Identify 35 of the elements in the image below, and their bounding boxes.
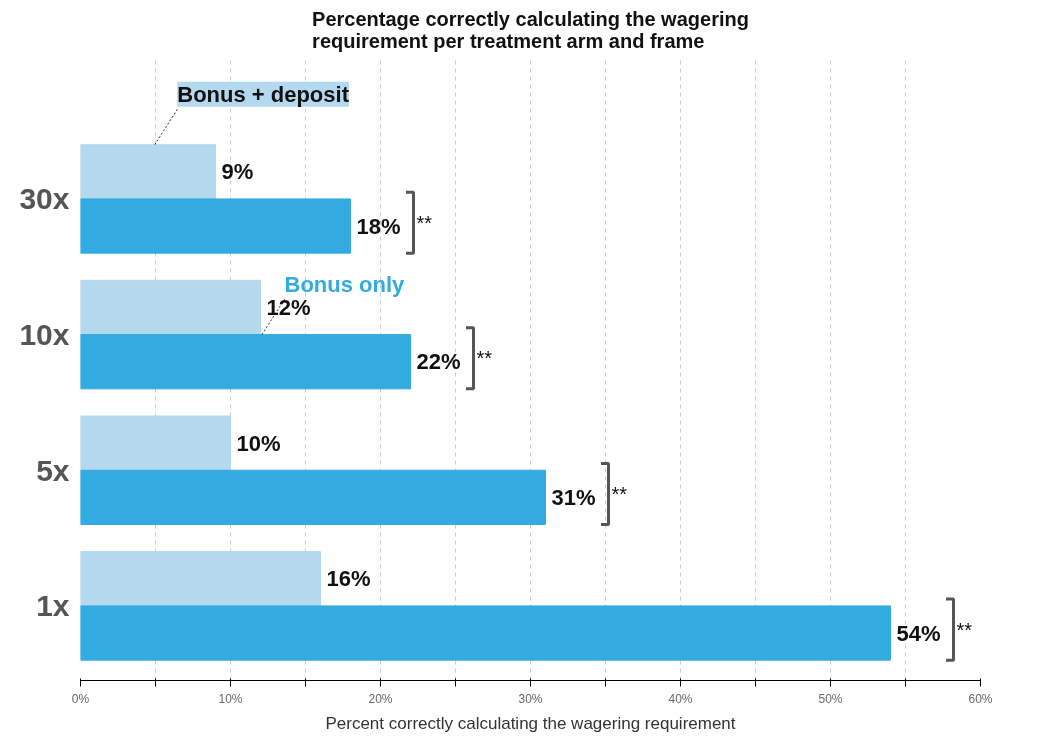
x-tick-label: 0% (71, 691, 90, 706)
bar (80, 551, 321, 607)
x-tick-label: 40% (668, 691, 693, 706)
y-tick-label: 5x (36, 453, 70, 487)
series-label: Bonus + deposit (177, 81, 350, 107)
annotation: ** (416, 211, 433, 234)
bar (80, 198, 351, 254)
data-label: 10% (236, 430, 281, 456)
y-tick-label: 10x (19, 318, 70, 352)
x-tick-label: 30% (518, 691, 543, 706)
data-label: 16% (326, 566, 371, 592)
data-label: 31% (551, 484, 596, 510)
annotation: ** (476, 347, 493, 370)
series-label: Bonus only (284, 271, 406, 297)
y-tick-label: 1x (36, 589, 70, 623)
bar (80, 144, 216, 200)
chart-title: Percentage correctly calculating the wagering requirement per treatment arm and frame (312, 7, 749, 52)
x-tick-label: 10% (218, 691, 243, 706)
bar (80, 415, 231, 471)
bar (80, 469, 546, 525)
x-tick-label: 20% (368, 691, 393, 706)
data-label: 18% (356, 213, 401, 239)
data-label: 12% (266, 294, 311, 320)
x-tick-label: 60% (968, 691, 993, 706)
bar (80, 279, 261, 336)
y-tick-label: 30x (19, 182, 70, 216)
data-label: 54% (896, 620, 941, 646)
annotation: ** (956, 618, 973, 641)
x-tick-label: 50% (818, 691, 843, 706)
bar (80, 334, 411, 390)
annotation: ** (611, 482, 628, 505)
x-axis-title: Percent correctly calculating the wagering requirement (325, 713, 736, 733)
data-label: 9% (221, 159, 254, 185)
data-label: 22% (416, 349, 461, 375)
bar (80, 605, 891, 661)
